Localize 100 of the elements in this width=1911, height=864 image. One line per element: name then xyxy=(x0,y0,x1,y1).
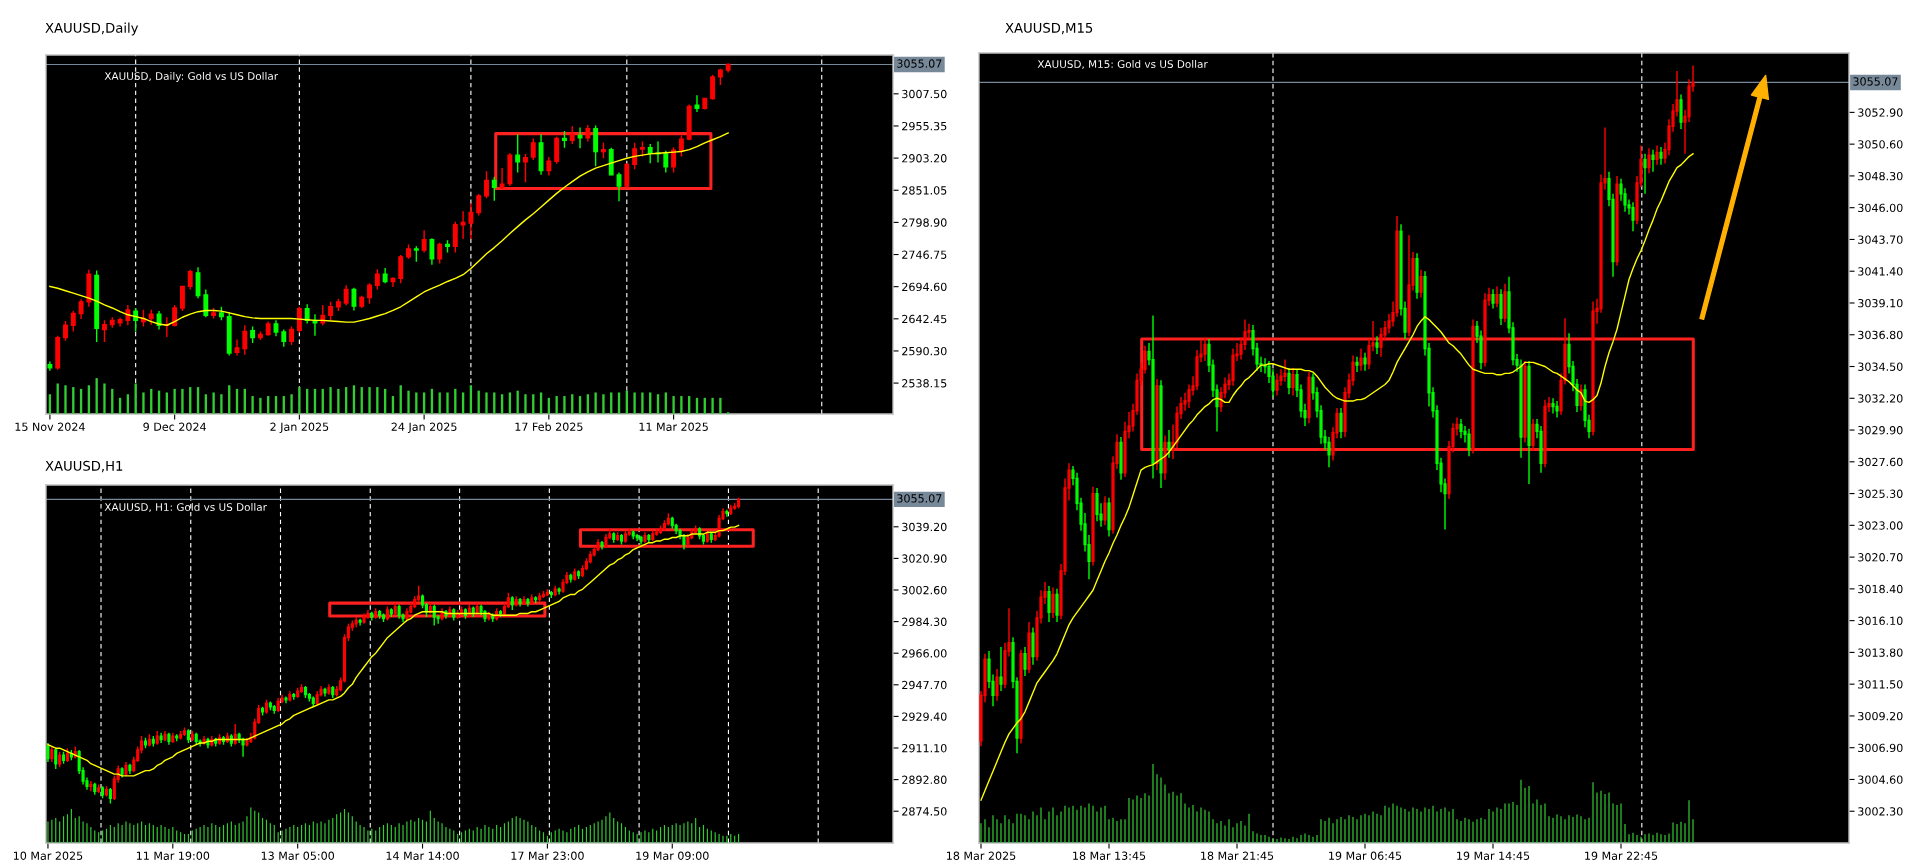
candlestick xyxy=(1019,648,1023,745)
candlestick xyxy=(717,68,723,86)
candlestick xyxy=(546,156,552,177)
bar xyxy=(672,396,675,414)
candlestick xyxy=(143,737,148,749)
x-tick-label: 19 Mar 22:45 xyxy=(1585,851,1658,860)
y-tick-label: 3013.80 xyxy=(1858,648,1903,657)
bar xyxy=(602,394,605,414)
y-tick-label: 3027.60 xyxy=(1858,457,1903,467)
y-tick-label: 2851.05 xyxy=(902,186,947,195)
bar xyxy=(134,383,137,414)
candlestick xyxy=(596,538,600,553)
candlestick xyxy=(1291,367,1295,397)
candlestick xyxy=(374,607,378,620)
candlestick xyxy=(518,597,522,608)
candlestick xyxy=(54,747,58,770)
candlestick xyxy=(639,535,643,546)
x-tick-label: 19 Mar 09:00 xyxy=(636,851,709,860)
candlestick xyxy=(619,533,624,546)
candlestick xyxy=(93,782,97,796)
y-tick-label: 3007.50 xyxy=(902,89,947,99)
bar xyxy=(298,387,301,414)
candlestick xyxy=(47,360,53,372)
candlestick xyxy=(206,737,210,749)
candlestick xyxy=(58,750,62,768)
candlestick xyxy=(1659,146,1663,166)
candlestick xyxy=(538,592,542,603)
candlestick xyxy=(499,167,505,190)
candlestick xyxy=(272,704,276,715)
x-tick-label: 15 Nov 2024 xyxy=(15,422,85,431)
candlestick xyxy=(147,733,151,748)
candlestick xyxy=(604,533,608,549)
line-series xyxy=(49,132,729,326)
y-tick-label: 3034.50 xyxy=(1858,362,1903,371)
candlestick xyxy=(328,301,334,322)
candlestick xyxy=(156,310,162,331)
candlestick xyxy=(562,130,567,149)
candlestick xyxy=(1231,347,1235,387)
candlestick xyxy=(233,723,237,746)
bar xyxy=(563,396,566,414)
candlestick xyxy=(108,787,112,805)
candlestick xyxy=(999,646,1003,692)
text: XAUUSD, M15: Gold vs US Dollar xyxy=(1037,59,1208,70)
candlestick xyxy=(273,319,279,338)
candlestick xyxy=(63,320,68,342)
candlestick xyxy=(658,524,663,535)
candlestick xyxy=(452,221,458,254)
candlestick xyxy=(65,747,70,763)
chart-title: XAUUSD,M15 xyxy=(1005,22,1093,35)
y-tick-label: 3029.90 xyxy=(1858,426,1903,435)
candlestick xyxy=(577,126,583,150)
y-tick-label: 2874.50 xyxy=(902,807,947,816)
y-tick-label: 2746.75 xyxy=(902,250,947,259)
y-tick-label: 3046.00 xyxy=(1858,203,1903,213)
candlestick xyxy=(491,176,497,202)
x-tick-label: 18 Mar 21:45 xyxy=(1201,851,1274,860)
candlestick xyxy=(393,602,397,616)
candlestick xyxy=(671,146,677,174)
candlestick xyxy=(623,529,628,544)
x-tick-label: 19 Mar 14:45 xyxy=(1457,851,1530,860)
y-tick-label: 3004.60 xyxy=(1858,775,1903,784)
candlestick xyxy=(1287,367,1291,395)
candlestick xyxy=(670,516,674,530)
candlestick xyxy=(1491,288,1495,310)
candlestick xyxy=(296,687,300,699)
candlestick xyxy=(284,695,288,704)
candlestick xyxy=(1519,358,1523,459)
candlestick xyxy=(1555,400,1559,419)
candlestick xyxy=(554,135,560,165)
candlestick xyxy=(257,330,263,341)
candlestick xyxy=(374,268,380,291)
bar xyxy=(103,383,106,414)
candlestick xyxy=(245,737,249,748)
bar xyxy=(376,387,379,414)
candlestick xyxy=(133,307,139,333)
bar xyxy=(641,392,644,414)
candlestick xyxy=(292,692,296,701)
candlestick xyxy=(445,239,450,254)
line-series xyxy=(47,524,740,777)
candlestick xyxy=(234,338,240,357)
candlestick xyxy=(179,730,183,741)
candlestick xyxy=(682,533,686,551)
bar xyxy=(555,396,558,414)
candlestick xyxy=(175,733,179,742)
candlestick xyxy=(358,617,362,627)
candlestick xyxy=(195,266,201,299)
bar xyxy=(368,387,371,414)
candlestick xyxy=(1031,626,1035,666)
candlestick xyxy=(320,304,326,326)
candlestick xyxy=(1163,434,1167,481)
x-tick-label: 10 Mar 2025 xyxy=(13,851,83,860)
bar xyxy=(446,392,449,414)
candlestick xyxy=(250,325,256,344)
candlestick xyxy=(1203,336,1207,362)
y-tick-label: 2984.30 xyxy=(902,617,947,626)
candlestick xyxy=(452,607,456,622)
bar xyxy=(64,385,67,414)
x-tick-label: 2 Jan 2025 xyxy=(270,422,329,433)
x-tick-label: 18 Mar 2025 xyxy=(947,851,1016,860)
x-tick-label: 17 Feb 2025 xyxy=(515,422,583,431)
